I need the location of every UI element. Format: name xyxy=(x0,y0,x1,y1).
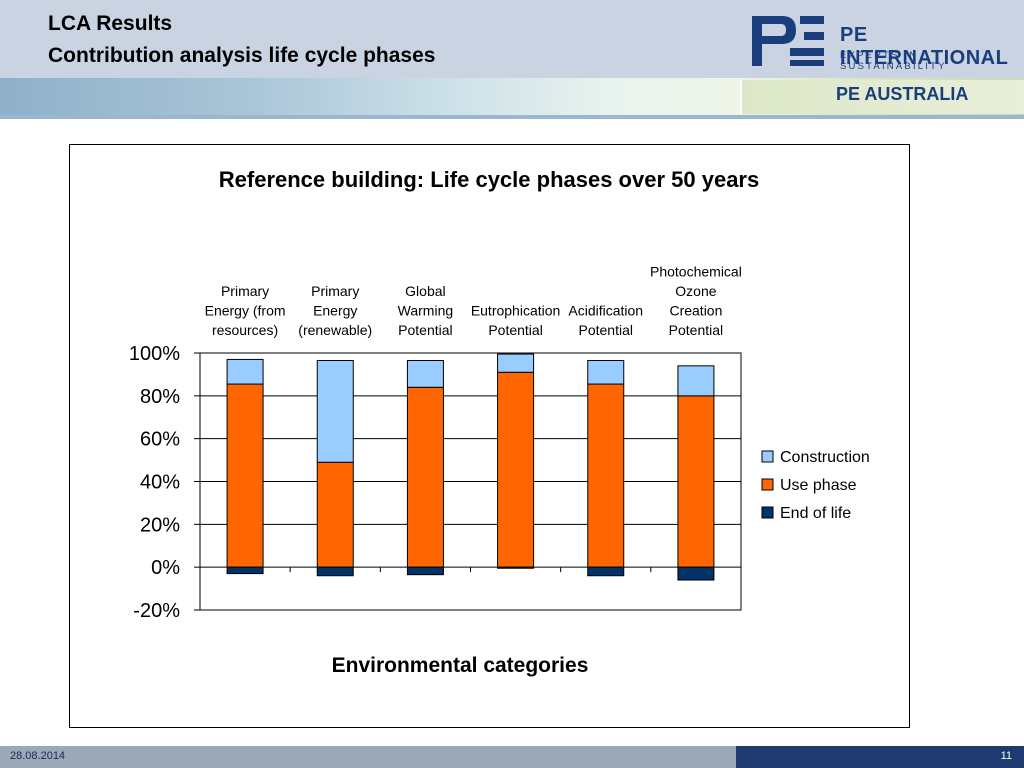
footer-date: 28.08.2014 xyxy=(10,750,66,762)
stacked-bar-chart: Reference building: Life cycle phases ov… xyxy=(129,167,870,677)
slide-title-line2: Contribution analysis life cycle phases xyxy=(48,44,436,67)
bar-segment-end-of-life xyxy=(226,566,264,575)
bar-segment-end-of-life xyxy=(587,566,625,577)
y-tick-label: 20% xyxy=(140,514,180,536)
y-tick-label: 100% xyxy=(129,343,180,365)
y-tick-label: 60% xyxy=(140,429,180,451)
category-label: Creation xyxy=(669,303,722,319)
bar-segment-construction xyxy=(497,353,535,373)
bar-segment-end-of-life xyxy=(406,566,444,576)
gridlines xyxy=(194,352,742,611)
y-tick-label: -20% xyxy=(133,600,180,622)
bars xyxy=(226,353,715,581)
slide-title-line1: LCA Results xyxy=(48,12,173,35)
slide-title: LCA Results Contribution analysis life c… xyxy=(48,8,435,72)
bar-segment-use-phase xyxy=(677,395,715,568)
bar-segment-end-of-life xyxy=(497,566,535,569)
legend-swatch xyxy=(761,450,774,463)
category-label: Eutrophication xyxy=(471,303,561,319)
chart-frame: Reference building: Life cycle phases ov… xyxy=(69,144,910,728)
category-label: Potential xyxy=(669,322,723,338)
page-number: 11 xyxy=(1000,750,1012,762)
category-labels: Primary Energy (from resources) Primary Ener… xyxy=(205,264,742,339)
category-label: Primary xyxy=(311,283,359,299)
plot-area xyxy=(199,352,742,611)
legend-swatch xyxy=(761,478,774,491)
legend: Construction Use phase End of life xyxy=(761,449,870,522)
bar-segment-use-phase xyxy=(316,461,354,568)
pe-international-logo: PE INTERNATIONAL EXPERTS IN SUSTAINABILI… xyxy=(748,12,1018,72)
logo-name: PE INTERNATIONAL xyxy=(840,24,1009,69)
category-label: Photochemical xyxy=(650,264,742,280)
bar-segment-use-phase xyxy=(226,383,264,568)
legend-label: Use phase xyxy=(780,477,857,494)
legend-swatch xyxy=(761,506,774,519)
logo-tagline: EXPERTS IN SUSTAINABILITY xyxy=(840,50,947,72)
legend-label: End of life xyxy=(780,505,851,522)
bar-segment-use-phase xyxy=(587,383,625,568)
category-label: Global xyxy=(405,283,445,299)
category-label: Warming xyxy=(398,303,454,319)
chart-title: Reference building: Life cycle phases ov… xyxy=(219,167,759,192)
bar-segment-construction xyxy=(226,358,264,385)
pe-logo-mark-icon xyxy=(752,16,824,66)
bar-segment-use-phase xyxy=(406,386,444,568)
category-label: Energy (from xyxy=(205,303,286,319)
pe-australia-logo: PE AUSTRALIA xyxy=(836,84,969,104)
legend-label: Construction xyxy=(780,449,870,466)
category-label: Potential xyxy=(579,322,633,338)
category-label: Energy xyxy=(313,303,357,319)
y-tick-label: 80% xyxy=(140,386,180,408)
bar-segment-construction xyxy=(406,359,444,388)
banner-sub-panel xyxy=(740,80,1024,114)
category-label: Potential xyxy=(398,322,452,338)
slide-header xyxy=(0,0,1024,78)
category-label: Primary xyxy=(221,283,269,299)
bar-segment-construction xyxy=(677,365,715,397)
bar-segment-construction xyxy=(587,359,625,385)
footer-bar-right xyxy=(736,746,1024,768)
banner-strip xyxy=(0,115,1024,119)
category-label: Ozone xyxy=(675,283,716,299)
bar-segment-use-phase xyxy=(497,371,535,568)
x-axis-label: Environmental categories xyxy=(332,654,589,677)
category-label: (renewable) xyxy=(298,322,372,338)
bar-segment-end-of-life xyxy=(677,566,715,581)
bar-segment-construction xyxy=(316,359,354,463)
category-label: resources) xyxy=(212,322,278,338)
y-tick-label: 40% xyxy=(140,472,180,494)
y-tick-label: 0% xyxy=(151,557,180,579)
category-label: Acidification xyxy=(568,303,643,319)
category-label: Potential xyxy=(488,322,542,338)
y-axis-ticks: 100% 80% 60% 40% 20% 0% -20% xyxy=(129,343,180,622)
bar-segment-end-of-life xyxy=(316,566,354,577)
